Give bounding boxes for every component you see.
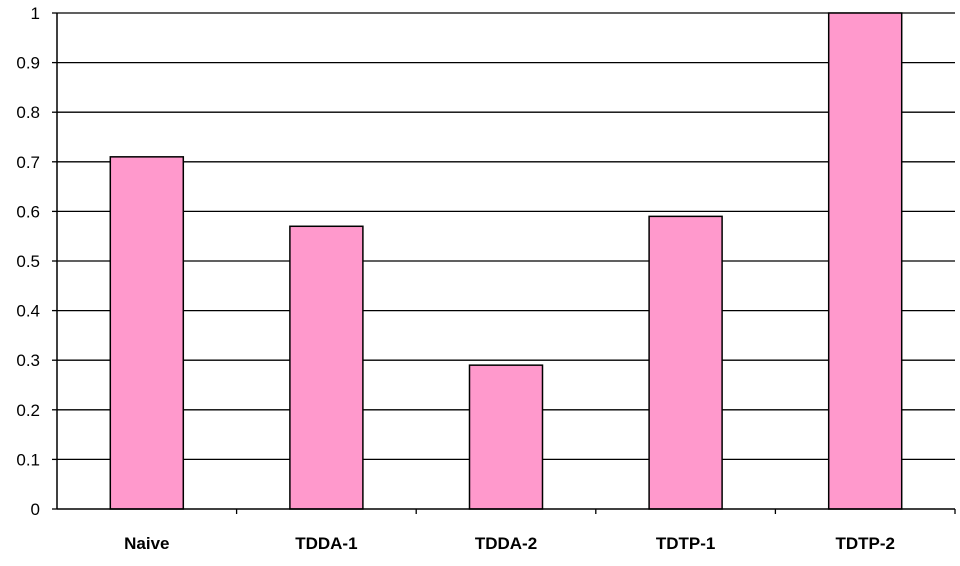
x-axis-ticks: Naive TDDA-1 TDDA-2 TDTP-1 TDTP-2 bbox=[124, 509, 956, 553]
y-tick-label: 0.7 bbox=[16, 153, 40, 172]
y-tick-label: 1 bbox=[31, 4, 40, 23]
y-tick-label: 0.3 bbox=[16, 351, 40, 370]
x-tick-label: TDDA-2 bbox=[475, 534, 537, 553]
bar-tdda-2 bbox=[468, 364, 544, 510]
bar-tdtp-1 bbox=[648, 215, 723, 510]
x-tick-label: TDTP-1 bbox=[656, 534, 716, 553]
gridlines bbox=[57, 12, 955, 461]
y-axis-ticks: 0 0.1 0.2 0.3 0.4 0.5 0.6 0.7 0.8 0.9 1 bbox=[16, 4, 57, 519]
y-tick-label: 0.1 bbox=[16, 450, 40, 469]
bar-tdtp-2 bbox=[827, 12, 903, 510]
x-tick-label: TDTP-2 bbox=[835, 534, 895, 553]
y-tick-label: 0.5 bbox=[16, 252, 40, 271]
y-tick-label: 0.8 bbox=[16, 103, 40, 122]
x-tick-label: Naive bbox=[124, 534, 169, 553]
bar-tdda-1 bbox=[289, 225, 364, 510]
x-tick-label: TDDA-1 bbox=[295, 534, 357, 553]
y-tick-label: 0 bbox=[31, 500, 40, 519]
bar-naive bbox=[109, 156, 185, 510]
y-tick-label: 0.9 bbox=[16, 54, 40, 73]
y-tick-label: 0.4 bbox=[16, 302, 40, 321]
y-tick-label: 0.2 bbox=[16, 401, 40, 420]
y-tick-label: 0.6 bbox=[16, 202, 40, 221]
